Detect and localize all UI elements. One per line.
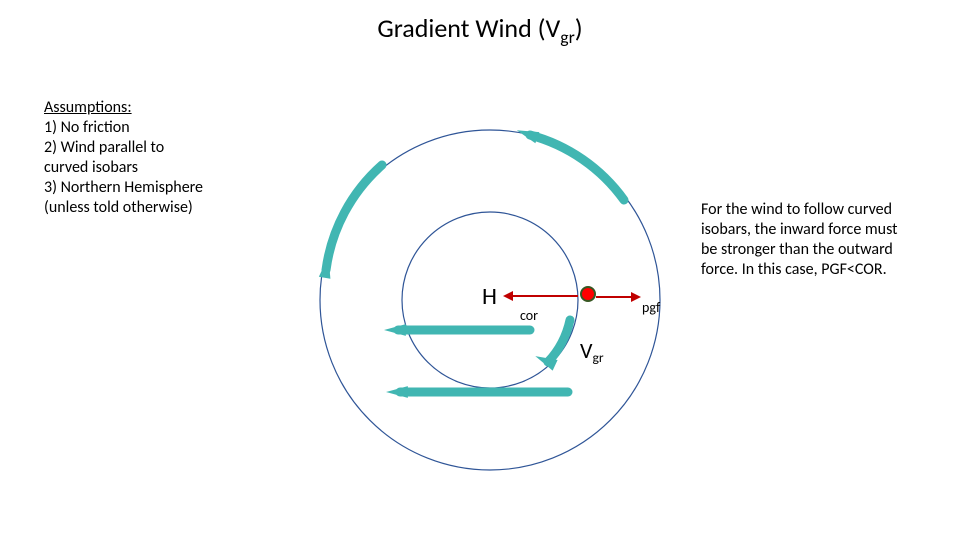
title-post: ) xyxy=(575,12,583,44)
page-title: Gradient Wind (Vgr) xyxy=(0,12,960,48)
title-pre: Gradient Wind (V xyxy=(377,12,560,44)
wind-arc xyxy=(530,135,624,200)
assumption-2b: curved isobars xyxy=(44,158,244,178)
vgr-label: Vgr xyxy=(580,337,604,366)
explanation-block: For the wind to follow curved isobars, t… xyxy=(701,200,936,280)
pgf-label: pgf xyxy=(642,299,661,316)
explain-l4: force. In this case, PGF<COR. xyxy=(701,260,936,280)
wind-arrow-head xyxy=(517,130,540,143)
cor-label: cor xyxy=(520,307,538,324)
wind-arc xyxy=(326,165,382,270)
wind-arrow-head xyxy=(386,386,408,398)
center-label: H xyxy=(482,282,497,311)
assumption-2a: 2) Wind parallel to xyxy=(44,138,244,158)
explain-l1: For the wind to follow curved xyxy=(701,200,936,220)
assumption-3a: 3) Northern Hemisphere xyxy=(44,178,244,198)
title-sub: gr xyxy=(560,26,574,48)
air-parcel-dot xyxy=(581,287,595,301)
assumptions-heading: Assumptions: xyxy=(44,98,244,118)
wind-arc xyxy=(548,320,570,362)
gradient-wind-diagram: Hcor pgf Vgr xyxy=(280,90,700,510)
assumption-3b: (unless told otherwise) xyxy=(44,198,244,218)
assumption-1: 1) No friction xyxy=(44,118,244,138)
wind-arrow-head xyxy=(384,324,406,336)
explain-l3: be stronger than the outward xyxy=(701,240,936,260)
assumptions-block: Assumptions: 1) No friction 2) Wind para… xyxy=(44,98,244,218)
explain-l2: isobars, the inward force must xyxy=(701,220,936,240)
